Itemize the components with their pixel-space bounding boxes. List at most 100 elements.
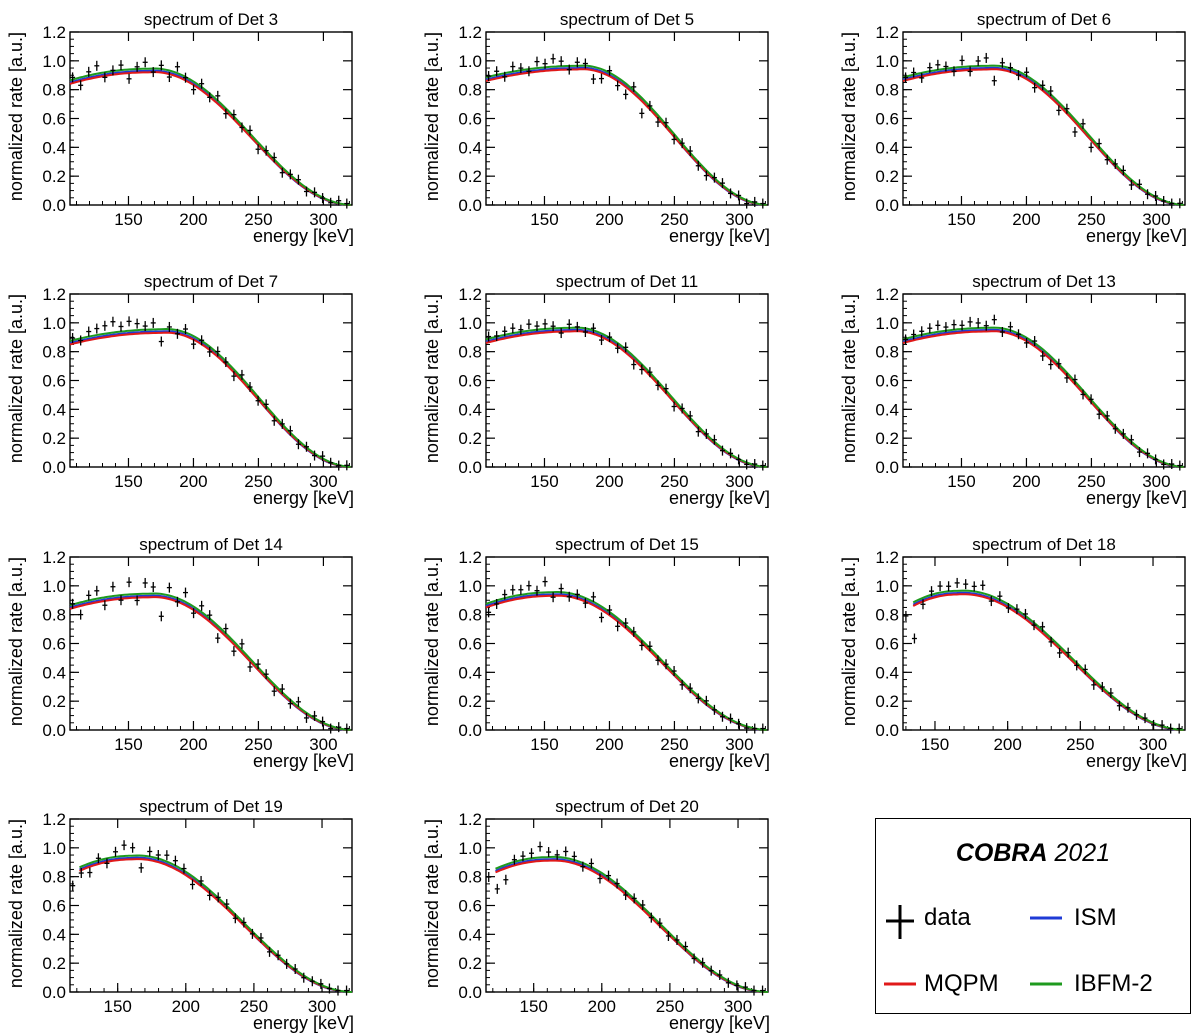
y-tick-label: 1.2 xyxy=(458,285,482,304)
y-tick-label: 0.0 xyxy=(42,458,66,477)
y-tick-label: 1.2 xyxy=(875,285,899,304)
x-axis-label: energy [keV] xyxy=(669,1013,770,1033)
y-tick-label: 1.0 xyxy=(458,314,482,333)
x-axis-label: energy [keV] xyxy=(669,488,770,508)
ibfm2-curve xyxy=(79,854,353,993)
x-tick-label: 200 xyxy=(172,997,200,1016)
chart-panel-11: spectrum of Det 20 0.0 0.2 0.4 0.6 0.8 1.0 1.2 1… xyxy=(422,797,770,1033)
x-tick-label: 300 xyxy=(725,735,753,754)
ism-line-icon xyxy=(1030,916,1062,920)
chart-title: spectrum of Det 18 xyxy=(972,535,1116,554)
x-axis-label: energy [keV] xyxy=(253,226,354,246)
mqpm-curve xyxy=(902,330,1184,468)
y-tick-label: 0.0 xyxy=(458,196,482,215)
chart-title: spectrum of Det 7 xyxy=(144,272,278,291)
y-tick-label: 0.0 xyxy=(875,196,899,215)
x-tick-label: 300 xyxy=(308,997,336,1016)
y-tick-label: 1.2 xyxy=(458,23,482,42)
x-tick-label: 250 xyxy=(240,997,268,1016)
x-tick-label: 250 xyxy=(244,210,272,229)
mqpm-curve xyxy=(485,68,767,206)
y-tick-label: 1.2 xyxy=(458,810,482,829)
x-tick-label: 300 xyxy=(309,472,337,491)
mqpm-curve xyxy=(79,858,352,993)
y-tick-label: 0.8 xyxy=(458,81,482,100)
y-tick-label: 0.2 xyxy=(875,429,899,448)
x-tick-label: 200 xyxy=(179,210,207,229)
y-tick-label: 1.0 xyxy=(875,577,899,596)
y-axis-label: normalized rate [a.u.] xyxy=(839,294,859,463)
x-tick-label: 150 xyxy=(921,735,949,754)
y-tick-label: 0.4 xyxy=(458,400,482,419)
y-tick-label: 0.4 xyxy=(42,138,66,157)
x-tick-label: 300 xyxy=(724,997,752,1016)
plot-frame xyxy=(902,31,1186,206)
x-tick-label: 250 xyxy=(660,210,688,229)
y-tick-label: 0.8 xyxy=(875,606,899,625)
ism-curve xyxy=(495,858,768,993)
y-tick-label: 0.8 xyxy=(42,81,66,100)
y-axis-label: normalized rate [a.u.] xyxy=(422,294,442,463)
y-tick-label: 0.8 xyxy=(875,81,899,100)
x-axis-label: energy [keV] xyxy=(253,751,354,771)
y-axis-label: normalized rate [a.u.] xyxy=(422,819,442,988)
y-tick-label: 0.2 xyxy=(42,429,66,448)
y-tick-label: 0.2 xyxy=(42,954,66,973)
ibfm2-curve xyxy=(912,589,1184,731)
y-tick-label: 0.6 xyxy=(42,372,66,391)
x-tick-label: 250 xyxy=(656,997,684,1016)
mqpm-curve xyxy=(485,594,767,731)
ism-curve xyxy=(912,591,1184,731)
y-tick-label: 0.6 xyxy=(458,372,482,391)
x-axis-label: energy [keV] xyxy=(669,751,770,771)
ibfm2-curve xyxy=(69,67,351,206)
y-axis-label: normalized rate [a.u.] xyxy=(422,557,442,726)
y-tick-label: 1.0 xyxy=(42,314,66,333)
y-tick-label: 0.8 xyxy=(42,343,66,362)
chart-title: spectrum of Det 13 xyxy=(972,272,1116,291)
chart-title: spectrum of Det 20 xyxy=(555,797,699,816)
ibfm2-curve xyxy=(69,327,351,468)
x-tick-label: 250 xyxy=(244,735,272,754)
mqpm-curve xyxy=(912,593,1184,731)
y-tick-label: 0.8 xyxy=(458,606,482,625)
ism-curve xyxy=(69,69,351,206)
x-tick-label: 300 xyxy=(1142,472,1170,491)
plot-frame xyxy=(902,293,1186,468)
x-tick-label: 150 xyxy=(114,735,142,754)
plot-frame xyxy=(485,818,769,993)
x-tick-label: 150 xyxy=(947,210,975,229)
chart-title: spectrum of Det 11 xyxy=(556,272,698,291)
legend-label-data: data xyxy=(924,904,971,931)
y-tick-label: 0.2 xyxy=(458,954,482,973)
mqpm-curve xyxy=(902,68,1184,206)
x-tick-label: 200 xyxy=(595,210,623,229)
x-tick-label: 200 xyxy=(595,472,623,491)
x-tick-label: 300 xyxy=(1142,210,1170,229)
legend-item-ibfm2: IBFM-2 xyxy=(1028,967,1188,1003)
y-tick-label: 0.4 xyxy=(458,138,482,157)
y-tick-label: 1.2 xyxy=(42,285,66,304)
y-tick-label: 0.2 xyxy=(458,167,482,186)
x-tick-label: 250 xyxy=(244,472,272,491)
y-tick-label: 0.6 xyxy=(42,110,66,129)
y-tick-label: 0.2 xyxy=(42,167,66,186)
y-tick-label: 0.0 xyxy=(875,721,899,740)
x-tick-label: 300 xyxy=(309,210,337,229)
y-tick-label: 1.0 xyxy=(42,839,66,858)
y-tick-label: 1.2 xyxy=(42,548,66,567)
chart-title: spectrum of Det 15 xyxy=(555,535,699,554)
y-tick-label: 1.0 xyxy=(875,314,899,333)
chart-title: spectrum of Det 14 xyxy=(139,535,283,554)
chart-panel-7: spectrum of Det 14 0.0 0.2 0.4 0.6 0.8 1.0 1.2 1… xyxy=(6,535,354,771)
y-tick-label: 0.2 xyxy=(458,429,482,448)
legend-title: COBRA 2021 xyxy=(876,839,1190,868)
x-tick-label: 150 xyxy=(114,210,142,229)
y-tick-label: 0.0 xyxy=(458,983,482,1002)
mqpm-line-icon xyxy=(884,982,916,986)
ibfm2-curve xyxy=(485,64,767,206)
y-tick-label: 0.4 xyxy=(458,925,482,944)
y-axis-label: normalized rate [a.u.] xyxy=(839,557,859,726)
y-tick-label: 1.2 xyxy=(42,810,66,829)
x-tick-label: 250 xyxy=(1066,735,1094,754)
